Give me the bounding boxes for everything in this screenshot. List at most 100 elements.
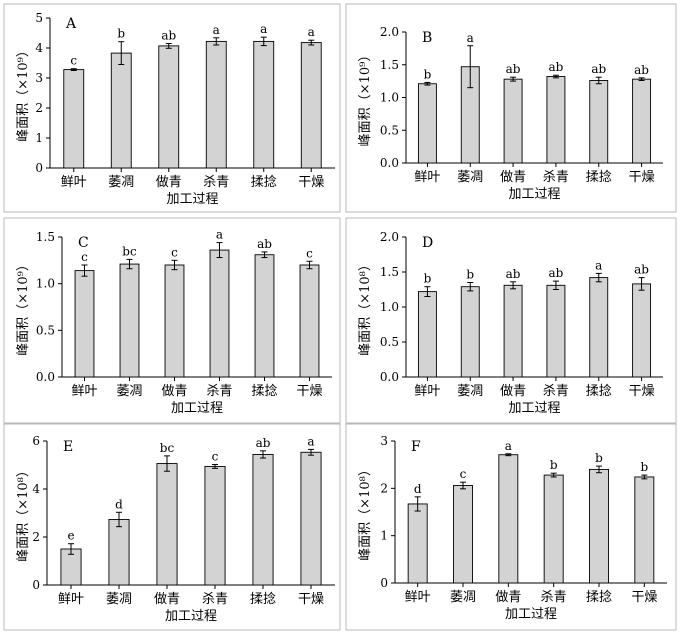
y-tick-label: 6 (32, 434, 40, 448)
category-label: 做青 (495, 590, 521, 605)
category-label: 杀青 (541, 590, 567, 605)
category-label: 萎凋 (457, 170, 483, 185)
y-tick-label: 1.5 (380, 265, 399, 279)
y-tick-label: 1.0 (380, 91, 399, 105)
x-axis-title: 加工过程 (508, 187, 560, 202)
panel-b: 0.0 0.5 1.0 1.5 2.0 b 鲜叶 a 萎凋 ab 做青 ab 杀青 ab 揉捻 ab 干燥 B 加工… (345, 3, 677, 213)
significance-label: ab (257, 237, 272, 251)
category-label: 萎凋 (108, 175, 134, 190)
y-tick-label: 2 (380, 481, 388, 495)
y-tick-label: 2 (32, 530, 40, 544)
bar (453, 485, 473, 584)
significance-label: a (595, 258, 602, 272)
y-tick-label: 3 (380, 434, 388, 448)
significance-label: ab (506, 267, 521, 281)
y-tick-label: 1.0 (380, 300, 399, 314)
category-label: 做青 (156, 175, 182, 190)
y-axis-title: 峰面积（×10⁹） (16, 258, 31, 356)
y-axis-title: 峰面积（×10⁸） (358, 258, 373, 356)
category-label: 鲜叶 (405, 590, 431, 605)
panel-label: A (65, 16, 77, 32)
bar (63, 69, 85, 169)
bar (205, 40, 227, 169)
category-label: 鲜叶 (414, 384, 440, 399)
bar (253, 40, 275, 169)
y-axis-title: 峰面积（×10⁸） (358, 463, 373, 561)
x-axis-title: 加工过程 (505, 607, 557, 622)
category-label: 萎凋 (106, 592, 132, 607)
significance-label: e (67, 529, 74, 543)
bar (543, 474, 564, 584)
y-tick-label: 0 (380, 576, 388, 590)
bar (546, 76, 566, 164)
y-tick-label: 0.0 (380, 370, 399, 384)
y-tick-label: 2 (35, 101, 43, 115)
bar (417, 291, 437, 378)
significance-label: c (171, 245, 178, 259)
significance-label: b (117, 27, 125, 41)
significance-label: ab (506, 62, 521, 76)
significance-label: b (424, 272, 432, 286)
category-label: 做青 (500, 384, 526, 399)
bar (498, 454, 519, 584)
bar (204, 465, 226, 586)
bar (632, 78, 652, 164)
panel-d: 0.0 0.5 1.0 1.5 2.0 b 鲜叶 b 萎凋 ab 做青 ab 杀青 a 揉捻 ab 干燥 D 加工过… (345, 217, 677, 424)
significance-label: b (466, 268, 474, 282)
category-label: 做青 (500, 170, 526, 185)
significance-label: c (306, 246, 313, 260)
y-tick-label: 0.0 (380, 156, 399, 170)
panel-frame (345, 423, 677, 631)
x-axis-title: 加工过程 (165, 609, 217, 624)
panel-a: 0 1 2 3 4 5 c 鲜叶 b 萎凋 ab 做青 a 杀青 a 揉捻 a 干燥 A 加工过程 峰面积（×10⁹） (3, 3, 341, 213)
panel-label: E (63, 439, 73, 455)
y-tick-label: 0.5 (36, 323, 55, 337)
category-label: 揉捻 (250, 592, 276, 607)
bar (164, 264, 185, 378)
panel-label: C (78, 235, 89, 251)
bar (632, 283, 652, 378)
significance-label: d (414, 482, 422, 496)
category-label: 杀青 (206, 384, 232, 399)
panel-label: D (422, 235, 433, 251)
panel-frame (3, 3, 341, 213)
y-tick-label: 3 (35, 71, 43, 85)
bar (503, 78, 523, 164)
y-tick-label: 5 (35, 11, 43, 25)
bar (503, 284, 523, 378)
significance-label: ab (256, 436, 271, 450)
significance-label: c (212, 450, 219, 464)
category-label: 鲜叶 (58, 592, 84, 607)
significance-label: ab (548, 60, 563, 74)
significance-label: a (216, 228, 223, 242)
category-label: 杀青 (203, 175, 229, 190)
bar (252, 453, 274, 586)
category-label: 干燥 (298, 592, 324, 607)
significance-label: c (81, 250, 88, 264)
bar (108, 519, 130, 586)
bar (589, 277, 609, 378)
category-label: 干燥 (296, 384, 322, 399)
category-label: 揉捻 (251, 175, 277, 190)
panel-f: 0 1 2 3 d 鲜叶 c 萎凋 a 做青 b 杀青 b 揉捻 b 干燥 F 加工过程 峰面积（×10⁸） (345, 423, 677, 631)
bar (634, 476, 655, 584)
category-label: 鲜叶 (61, 175, 87, 190)
bar (589, 468, 609, 584)
y-axis-title: 峰面积（×10⁹） (16, 44, 31, 142)
significance-label: b (640, 460, 648, 474)
panel-frame (3, 217, 341, 424)
significance-label: a (505, 439, 512, 453)
significance-label: c (70, 54, 77, 68)
significance-label: b (424, 67, 432, 81)
bar (110, 52, 132, 169)
category-label: 杀青 (543, 170, 569, 185)
significance-label: a (467, 31, 474, 45)
x-axis-title: 加工过程 (171, 401, 223, 416)
significance-label: a (213, 23, 220, 37)
category-label: 杀青 (543, 384, 569, 399)
bar (407, 503, 428, 584)
category-label: 萎凋 (450, 590, 476, 605)
category-label: 揉捻 (586, 170, 612, 185)
significance-label: c (460, 467, 467, 481)
bar (209, 249, 230, 378)
